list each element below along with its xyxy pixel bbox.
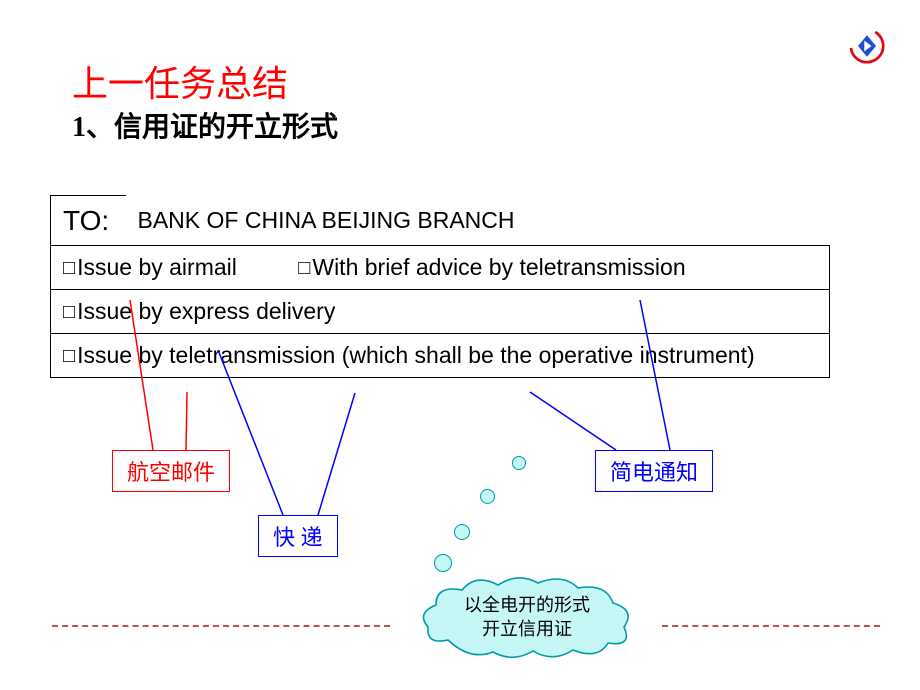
option-teletransmission: Issue by teletransmission (which shall b…	[77, 342, 755, 368]
option-brief-advice: With brief advice by teletransmission	[312, 254, 685, 280]
checkbox-icon: □	[63, 257, 75, 279]
slide-title: 上一任务总结	[72, 55, 288, 107]
logo-icon	[849, 28, 885, 64]
thought-dot	[454, 524, 470, 540]
footer-divider	[662, 625, 880, 627]
table-row: □Issue by teletransmission (which shall …	[51, 334, 830, 378]
callout-express: 快 递	[258, 515, 338, 557]
table-row: □Issue by airmail □With brief advice by …	[51, 246, 830, 290]
cloud-text-line2: 开立信用证	[418, 617, 636, 641]
callout-airmail: 航空邮件	[112, 450, 230, 492]
option-airmail: Issue by airmail	[77, 254, 237, 280]
lc-form-table: TO: BANK OF CHINA BEIJING BRANCH □Issue …	[50, 195, 830, 378]
cloud-text-line1: 以全电开的形式	[418, 593, 636, 617]
to-label: TO:	[51, 196, 126, 246]
thought-dot	[512, 456, 526, 470]
checkbox-icon: □	[63, 301, 75, 323]
footer-divider	[52, 625, 390, 627]
cloud-callout: 以全电开的形式 开立信用证	[418, 575, 636, 660]
callout-brief: 简电通知	[595, 450, 713, 492]
thought-dot	[480, 489, 495, 504]
thought-dot	[434, 554, 452, 572]
option-express: Issue by express delivery	[77, 298, 335, 324]
option-row-1: □Issue by airmail □With brief advice by …	[51, 246, 830, 290]
slide-subtitle: 1、信用证的开立形式	[72, 105, 338, 145]
to-value: BANK OF CHINA BEIJING BRANCH	[126, 196, 830, 246]
table-row: TO: BANK OF CHINA BEIJING BRANCH	[51, 196, 830, 246]
option-row-3: □Issue by teletransmission (which shall …	[51, 334, 830, 378]
table-row: □Issue by express delivery	[51, 290, 830, 334]
checkbox-icon: □	[298, 257, 310, 279]
option-row-2: □Issue by express delivery	[51, 290, 830, 334]
checkbox-icon: □	[63, 345, 75, 367]
